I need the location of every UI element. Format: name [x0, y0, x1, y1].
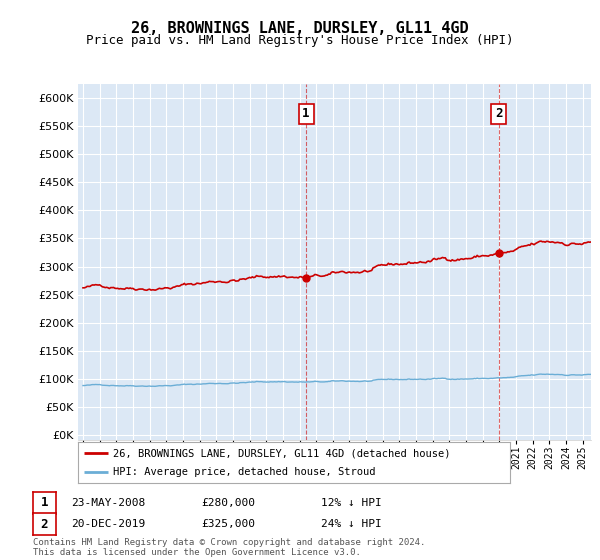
Text: HPI: Average price, detached house, Stroud: HPI: Average price, detached house, Stro…	[113, 467, 375, 477]
Text: Price paid vs. HM Land Registry's House Price Index (HPI): Price paid vs. HM Land Registry's House …	[86, 34, 514, 46]
Text: Contains HM Land Registry data © Crown copyright and database right 2024.
This d: Contains HM Land Registry data © Crown c…	[33, 538, 425, 557]
Text: 2: 2	[495, 108, 502, 120]
Text: 2: 2	[41, 517, 48, 531]
Text: 23-MAY-2008: 23-MAY-2008	[71, 498, 145, 508]
Text: £280,000: £280,000	[201, 498, 255, 508]
Text: 12% ↓ HPI: 12% ↓ HPI	[321, 498, 382, 508]
Text: 1: 1	[302, 108, 310, 120]
Text: 26, BROWNINGS LANE, DURSLEY, GL11 4GD: 26, BROWNINGS LANE, DURSLEY, GL11 4GD	[131, 21, 469, 36]
Text: 24% ↓ HPI: 24% ↓ HPI	[321, 519, 382, 529]
Text: 26, BROWNINGS LANE, DURSLEY, GL11 4GD (detached house): 26, BROWNINGS LANE, DURSLEY, GL11 4GD (d…	[113, 449, 450, 458]
Text: 1: 1	[41, 496, 48, 510]
Text: £325,000: £325,000	[201, 519, 255, 529]
Text: 20-DEC-2019: 20-DEC-2019	[71, 519, 145, 529]
